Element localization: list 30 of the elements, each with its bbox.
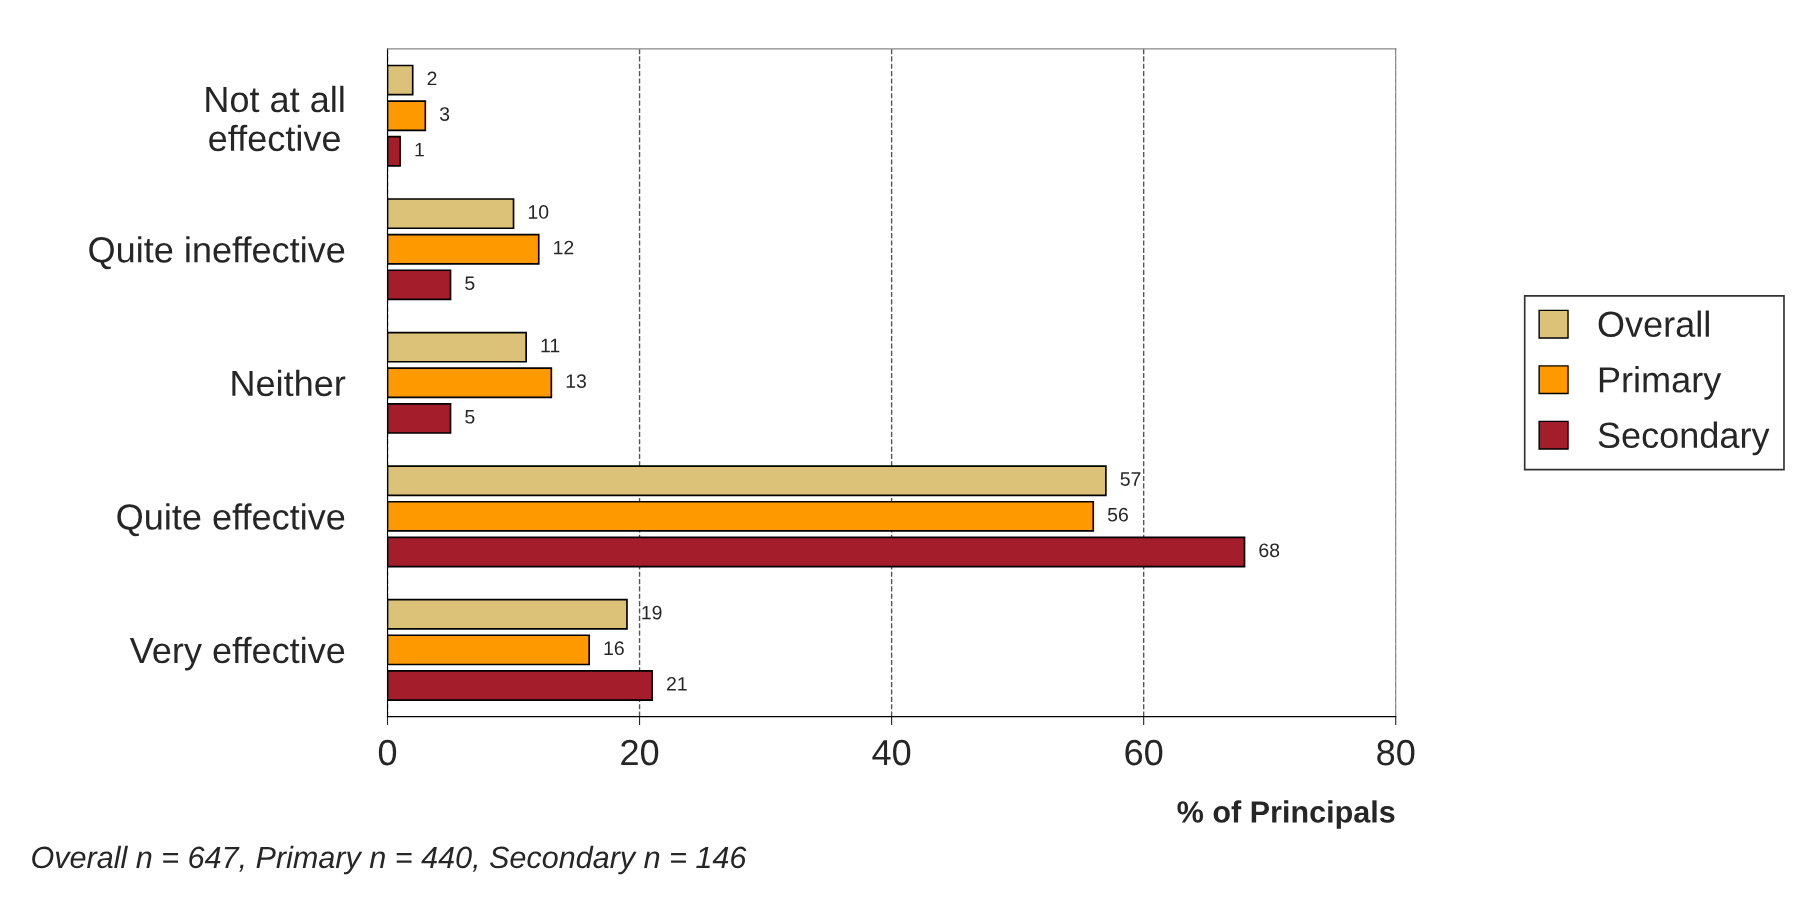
legend-label: Secondary <box>1598 421 1770 456</box>
y-tick-label: Quite ineffective <box>89 236 345 270</box>
data-label: 5 <box>465 410 475 424</box>
x-axis-title: % of Principals <box>1177 800 1395 829</box>
data-label: 3 <box>439 107 450 121</box>
data-label: 10 <box>528 205 549 219</box>
x-tick-label: 80 <box>1377 739 1415 766</box>
y-tick-label: Quite effective <box>117 503 345 537</box>
data-label: 16 <box>604 641 624 656</box>
x-tick-label: 20 <box>621 739 659 766</box>
y-tick-label: Very effective <box>129 636 345 671</box>
data-label: 13 <box>566 374 586 388</box>
data-label: 68 <box>1259 543 1280 558</box>
data-label: 19 <box>642 605 662 620</box>
data-label: 11 <box>541 338 560 353</box>
data-label: 12 <box>554 240 574 255</box>
x-tick-label: 40 <box>872 739 911 766</box>
data-label: 56 <box>1107 507 1128 522</box>
legend-label: Overall <box>1598 310 1709 338</box>
y-tick-label: Neither <box>232 369 346 397</box>
x-tick-label: 0 <box>378 739 397 766</box>
legend-label: Primary <box>1599 366 1722 400</box>
text: Overall n = 647, Primary n = 440, Secondary n = 146 <box>32 845 747 875</box>
y-tick-label: Not at all effective <box>206 85 344 152</box>
data-label: 57 <box>1120 472 1141 486</box>
data-label: 2 <box>427 71 437 86</box>
data-label: 21 <box>667 676 687 691</box>
data-label: 5 <box>465 276 475 291</box>
data-label: 1 <box>415 142 424 157</box>
x-tick-label: 60 <box>1125 739 1163 766</box>
